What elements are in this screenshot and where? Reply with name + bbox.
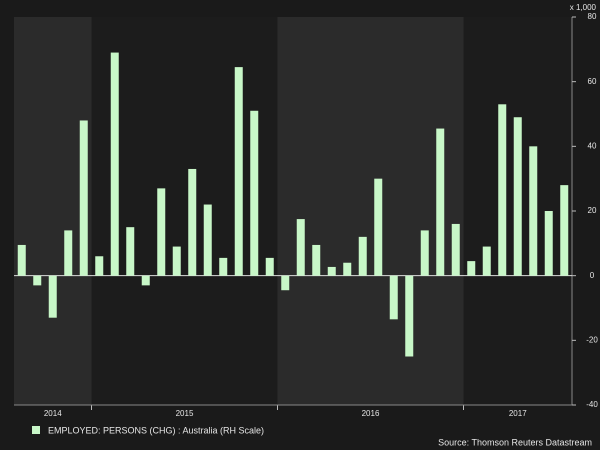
bar (296, 219, 305, 276)
bar (467, 261, 476, 276)
bar (110, 52, 119, 276)
bar (157, 188, 166, 276)
bar (513, 117, 522, 276)
bar (265, 257, 274, 276)
year-bands (14, 17, 572, 405)
bar (327, 266, 336, 276)
y-tick-label: 40 (588, 141, 597, 150)
bar (358, 236, 367, 276)
source: Source: Thomson Reuters Datastream (438, 437, 592, 447)
y-tick-label: -40 (586, 400, 598, 409)
x-tick-label: 2015 (176, 409, 194, 418)
y-tick-label: -20 (586, 335, 598, 344)
bar (312, 244, 321, 276)
bar (219, 257, 228, 276)
bar (172, 246, 181, 276)
y-unit: x 1,000 (570, 3, 597, 12)
year-band (277, 17, 464, 405)
bar (126, 227, 135, 276)
y-tick-label: 20 (588, 206, 597, 215)
bar (234, 67, 243, 276)
bar (389, 275, 398, 320)
y-tick-label: 0 (590, 271, 595, 280)
year-band (14, 17, 92, 405)
bar (405, 275, 414, 357)
bar (17, 244, 26, 276)
x-tick-label: 2014 (44, 409, 62, 418)
y-tick-label: 60 (588, 77, 597, 86)
bar (544, 211, 553, 276)
year-band (91, 17, 278, 405)
legend-label: EMPLOYED: PERSONS (CHG) : Australia (RH … (48, 425, 264, 435)
x-tick-label: 2016 (362, 409, 380, 418)
bar (203, 204, 212, 276)
bar (141, 275, 150, 286)
bar (95, 256, 104, 276)
bar (281, 275, 290, 291)
bar (48, 275, 57, 318)
y-tick-label: 80 (588, 12, 597, 21)
bar (560, 185, 569, 276)
legend-swatch (32, 426, 40, 434)
bar (451, 223, 460, 276)
bar (188, 168, 197, 276)
bar (498, 104, 507, 276)
bar (436, 128, 445, 276)
bar (343, 262, 352, 276)
bar (420, 230, 429, 276)
bar (33, 275, 42, 286)
bar (529, 146, 538, 276)
bar (64, 230, 73, 276)
bar (374, 178, 383, 276)
x-tick-label: 2017 (509, 409, 527, 418)
bar (250, 110, 259, 276)
bar (79, 120, 88, 276)
bar (482, 246, 491, 276)
